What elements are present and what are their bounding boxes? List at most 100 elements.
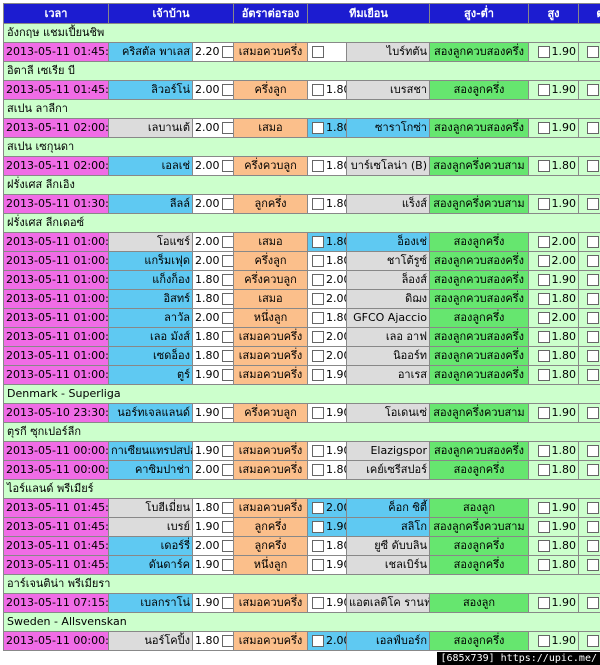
odds-checkbox[interactable] — [221, 46, 233, 58]
match-time: 2013-05-11 01:00:00 — [4, 271, 108, 289]
odds-checkbox[interactable] — [312, 407, 324, 419]
odds-checkbox[interactable] — [221, 445, 233, 457]
odds-checkbox[interactable] — [586, 502, 599, 514]
odds-checkbox[interactable] — [586, 160, 599, 172]
odds-checkbox[interactable] — [221, 84, 233, 96]
home-odds: 2.00 — [193, 157, 233, 175]
over-under-line: สองลูกควบสองครึ่ง — [430, 442, 528, 460]
handicap: เสมอ — [234, 233, 307, 251]
odds-checkbox[interactable] — [537, 122, 550, 134]
odds-checkbox[interactable] — [312, 559, 324, 571]
odds-checkbox[interactable] — [221, 236, 233, 248]
odds-checkbox[interactable] — [537, 236, 550, 248]
odds-checkbox[interactable] — [586, 540, 599, 552]
odds-checkbox[interactable] — [586, 597, 599, 609]
odds-checkbox[interactable] — [586, 521, 599, 533]
odds-checkbox[interactable] — [312, 331, 324, 343]
odds-checkbox[interactable] — [537, 350, 550, 362]
odds-checkbox[interactable] — [312, 464, 324, 476]
odds-checkbox[interactable] — [312, 274, 324, 286]
odds-checkbox[interactable] — [586, 350, 599, 362]
odds-checkbox[interactable] — [312, 312, 324, 324]
odds-checkbox[interactable] — [221, 540, 233, 552]
odds-checkbox[interactable] — [537, 331, 550, 343]
odds-checkbox[interactable] — [586, 369, 599, 381]
odds-checkbox[interactable] — [537, 84, 550, 96]
odds-checkbox[interactable] — [221, 255, 233, 267]
odds-checkbox[interactable] — [312, 293, 324, 305]
over-under-line: สองลูกครึ่ง — [430, 632, 528, 650]
odds-checkbox[interactable] — [537, 540, 550, 552]
odds-checkbox[interactable] — [537, 160, 550, 172]
match-time: 2013-05-11 01:45:00 — [4, 537, 108, 555]
odds-checkbox[interactable] — [221, 331, 233, 343]
odds-checkbox[interactable] — [537, 635, 550, 647]
odds-checkbox[interactable] — [312, 369, 324, 381]
odds-checkbox[interactable] — [537, 369, 550, 381]
odds-checkbox[interactable] — [586, 445, 599, 457]
over-odds: 1.90 — [529, 81, 578, 99]
odds-checkbox[interactable] — [221, 198, 233, 210]
odds-checkbox[interactable] — [221, 350, 233, 362]
odds-checkbox[interactable] — [312, 255, 324, 267]
odds-checkbox[interactable] — [537, 445, 550, 457]
away-odds: 1.80 — [308, 233, 346, 251]
odds-checkbox[interactable] — [586, 293, 599, 305]
odds-checkbox[interactable] — [312, 540, 324, 552]
odds-checkbox[interactable] — [537, 274, 550, 286]
odds-checkbox[interactable] — [586, 312, 599, 324]
odds-checkbox[interactable] — [221, 597, 233, 609]
odds-checkbox[interactable] — [312, 46, 324, 58]
odds-checkbox[interactable] — [586, 407, 599, 419]
odds-value: 2.00 — [326, 501, 346, 514]
odds-checkbox[interactable] — [586, 464, 599, 476]
odds-checkbox[interactable] — [221, 369, 233, 381]
under-odds: 1.90 — [579, 271, 600, 289]
odds-checkbox[interactable] — [586, 274, 599, 286]
odds-checkbox[interactable] — [312, 198, 324, 210]
odds-checkbox[interactable] — [586, 198, 599, 210]
odds-checkbox[interactable] — [537, 407, 550, 419]
odds-checkbox[interactable] — [312, 502, 324, 514]
odds-checkbox[interactable] — [586, 635, 599, 647]
odds-checkbox[interactable] — [586, 559, 599, 571]
odds-checkbox[interactable] — [537, 502, 550, 514]
odds-checkbox[interactable] — [312, 122, 324, 134]
odds-checkbox[interactable] — [537, 198, 550, 210]
odds-checkbox[interactable] — [586, 84, 599, 96]
odds-checkbox[interactable] — [312, 84, 324, 96]
odds-checkbox[interactable] — [312, 160, 324, 172]
odds-checkbox[interactable] — [537, 46, 550, 58]
odds-checkbox[interactable] — [221, 122, 233, 134]
odds-checkbox[interactable] — [221, 293, 233, 305]
odds-checkbox[interactable] — [586, 331, 599, 343]
odds-checkbox[interactable] — [586, 236, 599, 248]
odds-checkbox[interactable] — [537, 597, 550, 609]
odds-checkbox[interactable] — [312, 236, 324, 248]
odds-checkbox[interactable] — [312, 635, 324, 647]
odds-checkbox[interactable] — [221, 464, 233, 476]
over-under-line: สองลูกควบสองครึ่ง — [430, 328, 528, 346]
odds-checkbox[interactable] — [221, 521, 233, 533]
odds-checkbox[interactable] — [221, 559, 233, 571]
odds-checkbox[interactable] — [537, 312, 550, 324]
odds-checkbox[interactable] — [221, 312, 233, 324]
over-odds: 1.90 — [529, 518, 578, 536]
odds-checkbox[interactable] — [537, 293, 550, 305]
odds-checkbox[interactable] — [537, 464, 550, 476]
odds-checkbox[interactable] — [221, 160, 233, 172]
odds-checkbox[interactable] — [586, 46, 599, 58]
odds-checkbox[interactable] — [221, 274, 233, 286]
odds-checkbox[interactable] — [537, 521, 550, 533]
odds-checkbox[interactable] — [221, 407, 233, 419]
odds-checkbox[interactable] — [312, 597, 324, 609]
odds-checkbox[interactable] — [537, 559, 550, 571]
odds-checkbox[interactable] — [312, 445, 324, 457]
odds-checkbox[interactable] — [586, 122, 599, 134]
odds-checkbox[interactable] — [537, 255, 550, 267]
odds-checkbox[interactable] — [312, 350, 324, 362]
odds-checkbox[interactable] — [586, 255, 599, 267]
odds-checkbox[interactable] — [221, 635, 233, 647]
odds-checkbox[interactable] — [312, 521, 324, 533]
odds-checkbox[interactable] — [221, 502, 233, 514]
